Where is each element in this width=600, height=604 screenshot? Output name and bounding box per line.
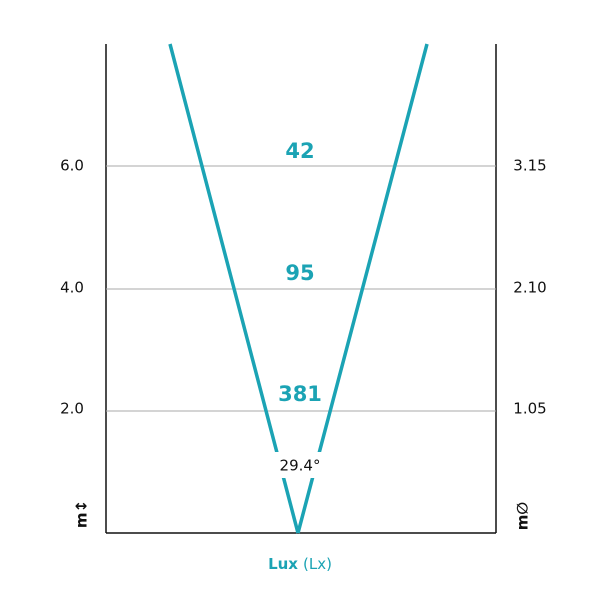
lux-value: 42: [285, 139, 314, 163]
diameter-unit: m∅: [514, 502, 532, 531]
lux-value: 381: [278, 382, 322, 406]
diameter-tick: 2.10: [513, 279, 546, 297]
beam-edge: [168, 43, 300, 534]
distance-tick: 2.0: [60, 400, 84, 418]
lux-value: 95: [285, 261, 314, 285]
footer-unit: (Lx): [303, 555, 332, 573]
label-gap: [268, 452, 330, 478]
distance-tick: 4.0: [60, 279, 84, 297]
beam-angle: 29.4°: [280, 457, 321, 475]
distance-tick: 6.0: [60, 157, 84, 175]
footer-label: Lux (Lx): [268, 555, 332, 573]
diameter-tick: 1.05: [513, 400, 546, 418]
footer-lux: Lux: [268, 555, 298, 573]
distance-unit: m↕: [73, 500, 91, 528]
beam-edge: [296, 43, 429, 534]
diameter-tick: 3.15: [513, 157, 546, 175]
